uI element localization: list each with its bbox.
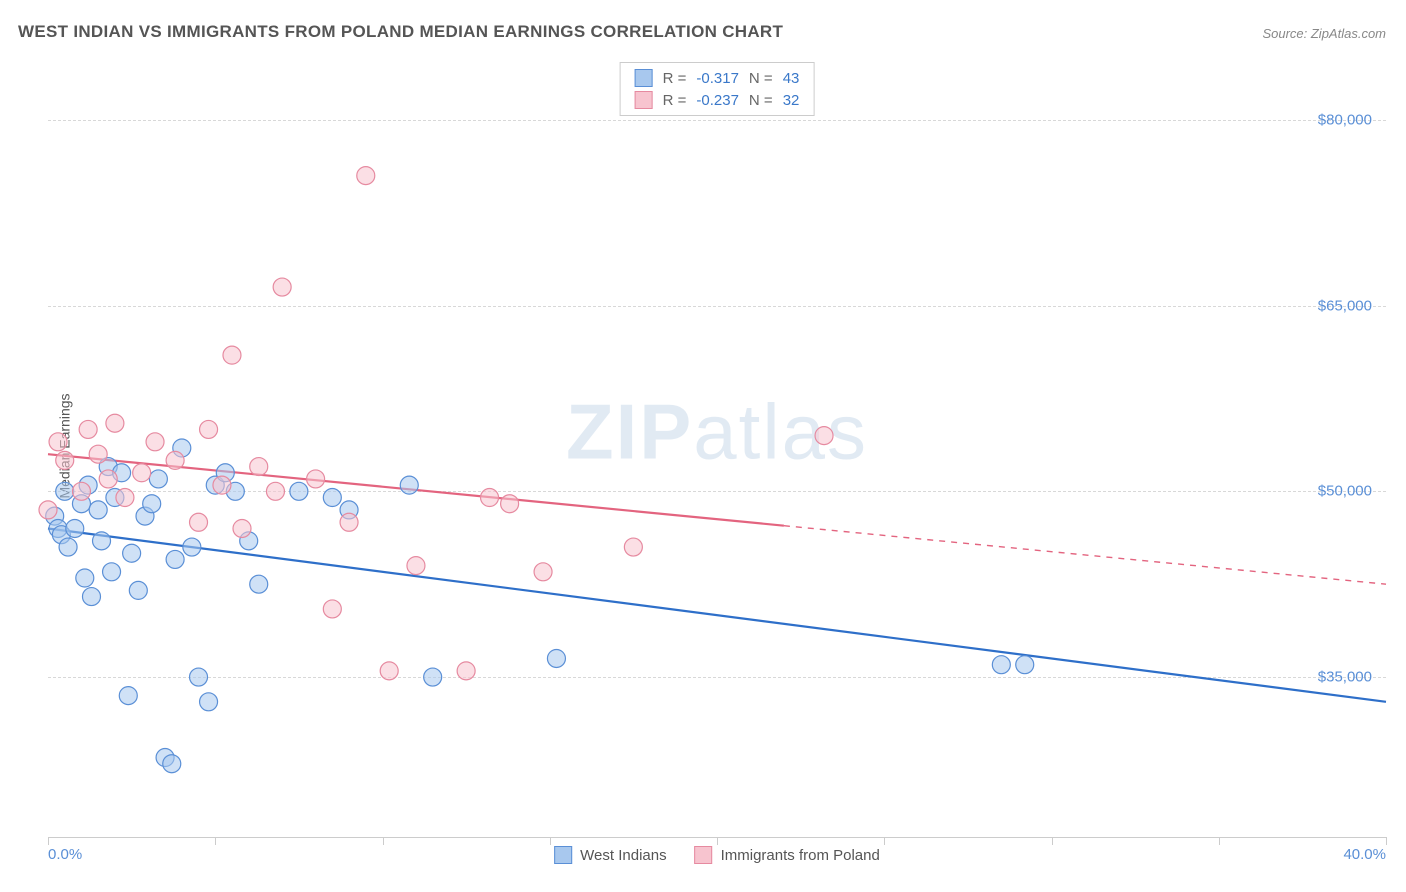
x-tick [1219,837,1220,845]
data-point [380,662,398,680]
data-point [99,470,117,488]
regression-line-dashed [784,526,1386,585]
scatter-svg [48,58,1386,837]
data-point [82,588,100,606]
data-point [76,569,94,587]
data-point [116,489,134,507]
data-point [39,501,57,519]
chart-title: WEST INDIAN VS IMMIGRANTS FROM POLAND ME… [18,22,783,42]
data-point [223,346,241,364]
data-point [250,575,268,593]
plot-area: ZIPatlas $35,000$50,000$65,000$80,000 R … [48,58,1386,838]
legend-r-label: R = [663,92,687,109]
legend-series-label: Immigrants from Poland [721,847,880,864]
data-point [129,581,147,599]
data-point [307,470,325,488]
data-point [340,513,358,531]
data-point [273,278,291,296]
data-point [534,563,552,581]
legend-r-value: -0.237 [696,92,739,109]
x-tick [884,837,885,845]
data-point [547,649,565,667]
data-point [407,557,425,575]
data-point [89,501,107,519]
data-point [66,519,84,537]
data-point [290,482,308,500]
data-point [133,464,151,482]
data-point [190,668,208,686]
data-point [200,693,218,711]
x-tick [215,837,216,845]
x-tick [550,837,551,845]
data-point [501,495,519,513]
x-tick [1052,837,1053,845]
x-tick [48,837,49,845]
data-point [93,532,111,550]
data-point [163,755,181,773]
data-point [233,519,251,537]
data-point [213,476,231,494]
legend-swatch-pink [695,846,713,864]
data-point [106,414,124,432]
legend-swatch-blue [635,69,653,87]
data-point [400,476,418,494]
legend-r-value: -0.317 [696,70,739,87]
legend-series-label: West Indians [580,847,666,864]
data-point [190,513,208,531]
legend-item: West Indians [554,846,666,864]
x-tick [717,837,718,845]
data-point [992,656,1010,674]
data-point [457,662,475,680]
legend-swatch-pink [635,91,653,109]
source-label: Source: ZipAtlas.com [1262,26,1386,41]
x-tick [383,837,384,845]
data-point [481,489,499,507]
legend-n-value: 32 [783,92,800,109]
data-point [72,482,90,500]
legend-n-label: N = [749,92,773,109]
data-point [49,433,67,451]
x-end-label: 40.0% [1343,846,1386,863]
data-point [166,451,184,469]
data-point [166,550,184,568]
data-point [266,482,284,500]
data-point [424,668,442,686]
correlation-legend: R = -0.317 N = 43 R = -0.237 N = 32 [620,62,815,116]
data-point [103,563,121,581]
data-point [79,420,97,438]
regression-line [48,528,1386,701]
legend-n-label: N = [749,70,773,87]
data-point [357,167,375,185]
data-point [149,470,167,488]
data-point [624,538,642,556]
legend-r-label: R = [663,70,687,87]
data-point [119,687,137,705]
data-point [200,420,218,438]
data-point [143,495,161,513]
data-point [56,482,74,500]
data-point [815,427,833,445]
chart-container: WEST INDIAN VS IMMIGRANTS FROM POLAND ME… [0,0,1406,892]
legend-swatch-blue [554,846,572,864]
series-legend: West Indians Immigrants from Poland [554,846,880,864]
data-point [183,538,201,556]
data-point [146,433,164,451]
data-point [123,544,141,562]
data-point [59,538,77,556]
data-point [1016,656,1034,674]
legend-n-value: 43 [783,70,800,87]
data-point [323,489,341,507]
data-point [56,451,74,469]
legend-row: R = -0.317 N = 43 [635,69,800,87]
x-start-label: 0.0% [48,846,82,863]
data-point [323,600,341,618]
legend-row: R = -0.237 N = 32 [635,91,800,109]
legend-item: Immigrants from Poland [695,846,880,864]
data-point [89,445,107,463]
data-point [250,458,268,476]
x-tick [1386,837,1387,845]
